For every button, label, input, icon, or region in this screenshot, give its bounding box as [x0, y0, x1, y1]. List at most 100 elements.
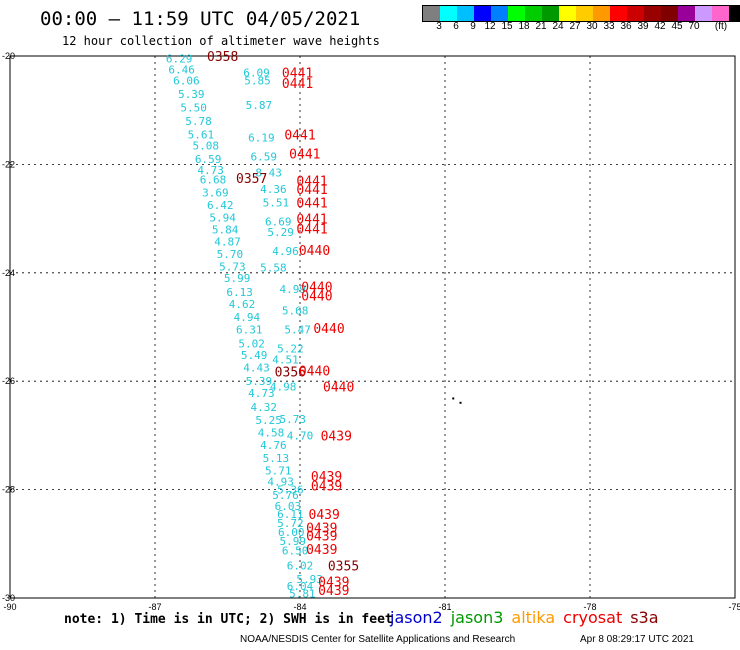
color-scale-label: 18	[518, 21, 530, 32]
swh-value-label: 5.68	[282, 305, 309, 318]
swh-value-label: 6.04	[287, 580, 314, 593]
swh-value-label: 5.72	[277, 517, 304, 530]
swh-value-label: 5.94	[209, 212, 236, 225]
pass-time-label: 0357	[236, 172, 267, 187]
satellite-legend-s3a: s3a	[630, 608, 659, 627]
satellite-legend-jason2: jason2	[390, 608, 443, 627]
color-scale-cell	[491, 6, 508, 21]
swh-value-label: 6.09	[243, 66, 270, 79]
pass-time-label: 0439	[311, 470, 342, 485]
swh-value-label: 5.85	[244, 74, 271, 87]
swh-value-label: 6.31	[236, 324, 263, 337]
swh-value-label: 5.73	[219, 260, 246, 273]
pass-time-label: 0439	[306, 522, 337, 537]
color-scale-label: 39	[637, 21, 649, 32]
color-scale-cell	[508, 6, 525, 21]
pass-time-label: 0441	[289, 148, 320, 163]
swh-value-label: 5.81	[289, 588, 316, 601]
lon-tick-label: -81	[438, 602, 451, 612]
swh-value-label: 5.58	[260, 261, 287, 274]
swh-value-label: 6.59	[251, 150, 278, 163]
pass-time-label: 0439	[306, 530, 337, 545]
pass-time-label: 0441	[296, 196, 327, 211]
swh-value-label: 5.73	[280, 413, 307, 426]
color-scale-label: 27	[569, 21, 581, 32]
pass-time-label: 0439	[309, 508, 340, 523]
swh-value-label: 4.73	[197, 164, 224, 177]
color-scale-label: 30	[586, 21, 598, 32]
swh-value-label: 5.78	[185, 115, 212, 128]
color-scale-cell	[695, 6, 712, 21]
swh-value-label: 5.99	[280, 535, 307, 548]
pass-time-label: 0355	[328, 559, 359, 574]
swh-value-label: 6.11	[277, 508, 304, 521]
swh-value-label: 4.87	[214, 235, 241, 248]
swh-value-label: 6.02	[287, 559, 314, 572]
color-scale-cell	[678, 6, 695, 21]
pass-time-label: 0439	[311, 479, 342, 494]
page-title: 00:00 – 11:59 UTC 04/05/2021	[40, 8, 361, 30]
swh-value-label: 6.03	[275, 500, 302, 513]
generation-timestamp: Apr 8 08:29:17 UTC 2021	[580, 634, 694, 645]
color-scale-cell	[542, 6, 559, 21]
color-scale-label: 36	[620, 21, 632, 32]
swh-value-label: 6.13	[226, 286, 253, 299]
pass-time-label: 0441	[282, 66, 313, 81]
credit-text: NOAA/NESDIS Center for Satellite Applica…	[240, 634, 516, 645]
color-scale-cell	[440, 6, 457, 21]
lon-tick-label: -84	[293, 602, 306, 612]
color-scale-cell	[729, 6, 740, 21]
swh-value-label: 5.61	[188, 129, 215, 142]
color-scale-cell	[457, 6, 474, 21]
map-frame	[9, 55, 736, 599]
swh-value-label: 6.42	[207, 199, 234, 212]
swh-value-label: 5.50	[180, 101, 207, 114]
lon-tick-label: -75	[728, 602, 740, 612]
color-scale-label: (ft)	[714, 21, 728, 32]
swh-value-label: 6.68	[200, 174, 227, 187]
swh-value-label: 4.70	[287, 429, 314, 442]
swh-value-label: 5.49	[241, 349, 268, 362]
lat-tick-label: -28	[2, 485, 15, 495]
swh-value-label: 6.29	[166, 53, 193, 66]
swh-value-label: 5.13	[263, 452, 290, 465]
pass-time-label: 0441	[296, 175, 327, 190]
color-scale-label: 33	[603, 21, 615, 32]
swh-value-label: 4.62	[229, 298, 256, 311]
pass-time-label: 0439	[318, 576, 349, 591]
color-scale-cell	[712, 6, 729, 21]
pass-time-label: 0441	[296, 213, 327, 228]
color-scale-cell	[576, 6, 593, 21]
island-dot	[452, 397, 455, 400]
color-scale-label: 15	[501, 21, 513, 32]
swh-value-label: 5.39	[178, 88, 205, 101]
swh-value-label: 6.19	[248, 131, 275, 144]
pass-time-label: 0358	[207, 50, 238, 65]
swh-value-label: 8.43	[255, 167, 282, 180]
color-scale-label: 3	[436, 21, 442, 32]
swh-value-label: 4.98	[270, 381, 297, 394]
satellite-legend-jason3: jason3	[450, 608, 504, 627]
swh-value-label: 4.36	[260, 183, 287, 196]
pass-time-label: 0439	[321, 429, 352, 444]
lat-tick-label: -26	[2, 376, 15, 386]
color-scale-label: 42	[654, 21, 666, 32]
swh-value-label: 4.51	[272, 354, 299, 367]
swh-value-label: 4.32	[251, 401, 278, 414]
color-scale-bar	[422, 5, 740, 22]
swh-value-label: 6.46	[168, 64, 195, 77]
color-scale-label: 9	[470, 21, 476, 32]
color-scale-cell	[644, 6, 661, 21]
swh-value-label: 4.43	[243, 362, 270, 375]
color-scale-cell	[474, 6, 491, 21]
swh-value-label: 5.51	[263, 196, 290, 209]
lat-tick-label: -30	[2, 593, 15, 603]
page-subtitle: 12 hour collection of altimeter wave hei…	[62, 34, 380, 48]
swh-value-label: 4.93	[267, 475, 294, 488]
pass-time-label: 0440	[299, 244, 330, 259]
swh-value-label: 6.50	[282, 544, 309, 557]
swh-value-label: 5.93	[296, 573, 323, 586]
swh-value-label: 5.08	[193, 139, 220, 152]
pass-time-label: 0441	[296, 222, 327, 237]
